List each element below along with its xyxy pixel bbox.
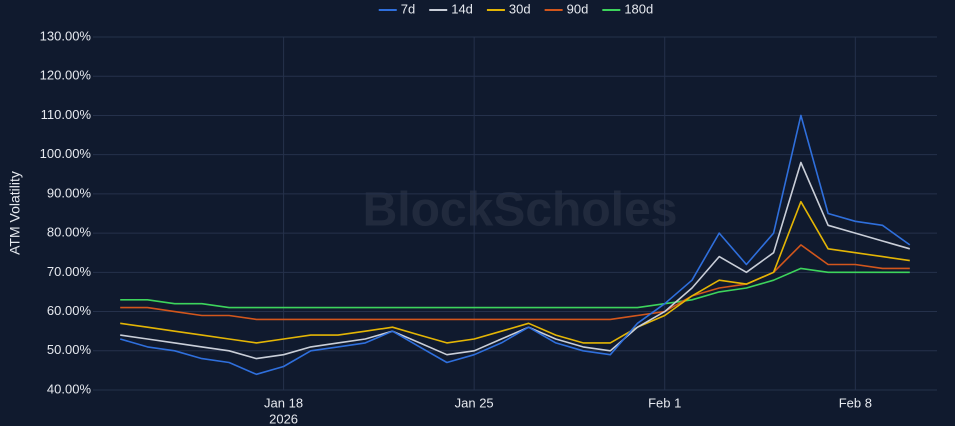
series-line bbox=[120, 200, 910, 344]
x-tick-sublabel: 2026 bbox=[269, 411, 298, 426]
y-axis-label: ATM Volatility bbox=[7, 171, 23, 255]
y-tick-label: 70.00% bbox=[47, 264, 92, 279]
legend-label: 180d bbox=[624, 1, 653, 16]
y-tick-label: 90.00% bbox=[47, 185, 92, 200]
x-tick-label: Jan 18 bbox=[264, 395, 303, 410]
series-line bbox=[119, 114, 911, 376]
y-tick-label: 50.00% bbox=[47, 342, 92, 357]
series-line bbox=[120, 267, 910, 309]
legend: 7d 14d 30d 90d 180d bbox=[378, 1, 653, 16]
x-tick-label: Jan 25 bbox=[455, 395, 494, 410]
legend-label: 7d bbox=[401, 1, 415, 16]
series-line bbox=[120, 161, 911, 360]
y-tick-label: 130.00% bbox=[40, 28, 92, 43]
x-tick-label: Feb 8 bbox=[839, 395, 872, 410]
watermark: BlockScholes bbox=[363, 184, 678, 237]
series-line bbox=[120, 244, 910, 321]
x-tick-label: Feb 1 bbox=[648, 395, 681, 410]
y-tick-label: 60.00% bbox=[47, 303, 92, 318]
legend-label: 90d bbox=[567, 1, 589, 16]
y-tick-label: 110.00% bbox=[41, 107, 92, 122]
y-tick-label: 100.00% bbox=[40, 146, 92, 161]
legend-label: 14d bbox=[451, 1, 473, 16]
legend-label: 30d bbox=[509, 1, 531, 16]
y-tick-label: 40.00% bbox=[47, 381, 92, 396]
y-tick-label: 120.00% bbox=[40, 68, 92, 83]
y-tick-label: 80.00% bbox=[47, 225, 92, 240]
